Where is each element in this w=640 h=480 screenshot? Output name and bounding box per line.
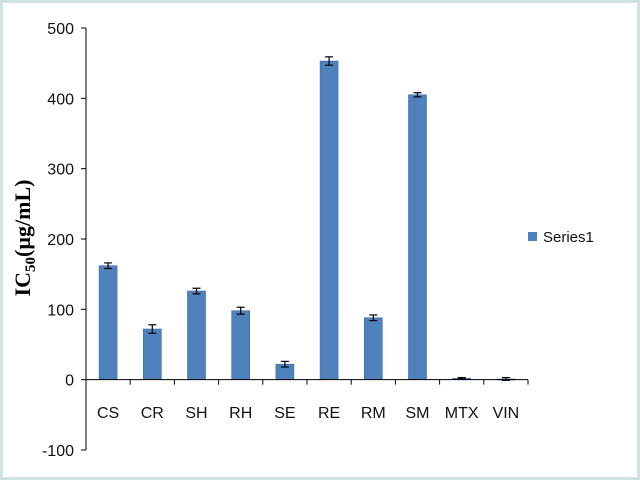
error-bar-mtx	[457, 376, 466, 380]
legend-label-series1: Series1	[543, 229, 594, 246]
legend-swatch-series1	[528, 232, 537, 241]
x-category-label-sm: SM	[406, 405, 430, 422]
error-bar-rm	[369, 314, 378, 322]
y-tick-label: 400	[47, 91, 74, 108]
x-category-label-rh: RH	[229, 405, 252, 422]
x-category-label-sh: SH	[185, 405, 207, 422]
bars	[98, 60, 516, 381]
y-tick-label: 0	[65, 373, 74, 390]
error-bar-sh	[192, 287, 201, 295]
error-bar-re	[325, 56, 334, 66]
x-axis-categories: CS CR SH RH SE RE RM SM MTX VIN	[97, 379, 529, 422]
bar-rh	[231, 310, 250, 380]
y-axis-label-subscript: 50	[23, 257, 39, 272]
x-category-label-re: RE	[318, 405, 340, 422]
x-category-label-vin: VIN	[493, 405, 520, 422]
bar-sh	[187, 290, 206, 380]
error-bar-sm	[413, 92, 422, 98]
bar-re	[319, 60, 339, 380]
error-bar-cs	[104, 262, 113, 270]
x-category-label-se: SE	[274, 405, 295, 422]
y-axis-label-unit: (µg/mL)	[10, 180, 35, 257]
error-bar-rh	[236, 306, 245, 315]
x-category-label-rm: RM	[361, 405, 386, 422]
y-tick-label: 300	[47, 162, 74, 179]
y-tick-label: 100	[47, 302, 74, 319]
error-bars	[104, 56, 510, 381]
bar-sm	[408, 94, 427, 380]
x-category-label-cs: CS	[97, 405, 119, 422]
y-tick-label: 200	[47, 232, 74, 249]
y-axis-label: IC50(µg/mL)	[10, 180, 39, 297]
x-category-label-mtx: MTX	[445, 405, 479, 422]
error-bar-cr	[148, 324, 157, 334]
y-tick-label: -100	[42, 443, 74, 460]
legend: Series1	[528, 229, 594, 246]
y-axis-ticks: -100 0 100 200 300 400 500	[42, 21, 86, 460]
bar-rm	[363, 317, 383, 380]
x-category-label-cr: CR	[141, 405, 164, 422]
y-tick-label: 500	[47, 21, 74, 38]
error-bar-se	[280, 360, 289, 368]
bar-cs	[98, 265, 118, 380]
y-axis-label-main: IC	[10, 272, 35, 296]
bar-cr	[143, 328, 162, 380]
